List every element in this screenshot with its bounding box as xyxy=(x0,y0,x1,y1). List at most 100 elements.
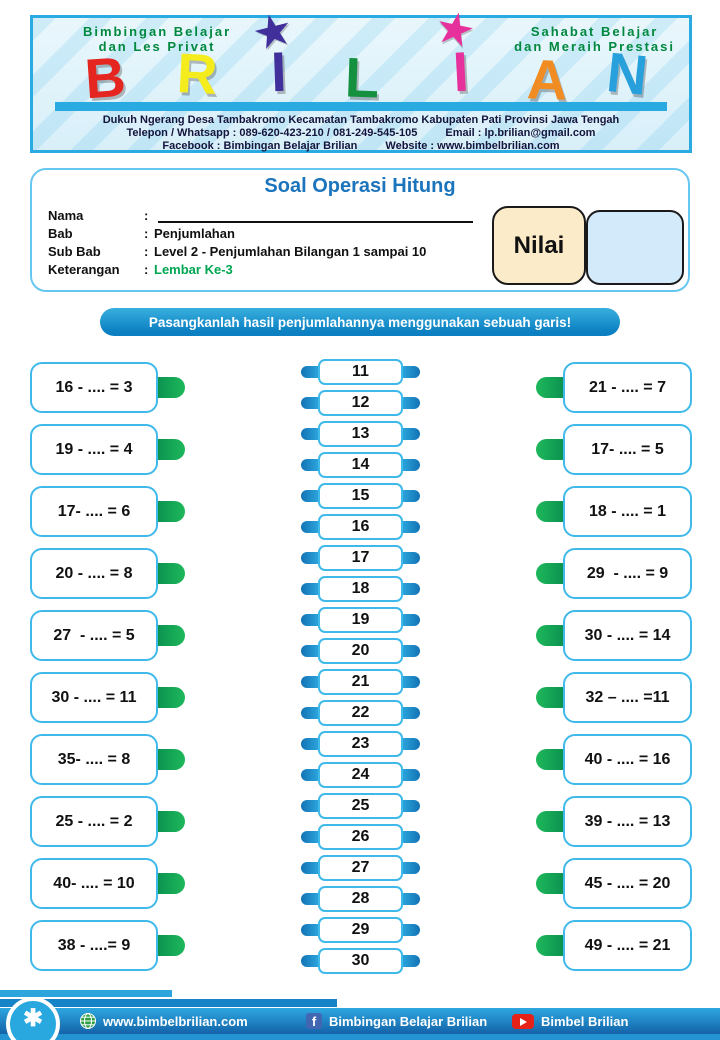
problem-box[interactable]: 35- .... = 8 xyxy=(30,734,158,785)
number-box[interactable]: 14 xyxy=(318,452,403,478)
problem-box[interactable]: 49 - .... = 21 xyxy=(563,920,692,971)
connector-pill[interactable] xyxy=(536,687,563,708)
problem-box[interactable]: 21 - .... = 7 xyxy=(563,362,692,413)
connector-pill[interactable] xyxy=(301,521,318,533)
connector-pill[interactable] xyxy=(301,707,318,719)
number-box[interactable]: 20 xyxy=(318,638,403,664)
connector-pill[interactable] xyxy=(536,935,563,956)
problem-box[interactable]: 30 - .... = 14 xyxy=(563,610,692,661)
connector-pill[interactable] xyxy=(403,862,420,874)
footer-youtube-link[interactable]: Bimbel Brilian xyxy=(512,1008,628,1034)
connector-pill[interactable] xyxy=(301,800,318,812)
number-box[interactable]: 11 xyxy=(318,359,403,385)
problem-box[interactable]: 25 - .... = 2 xyxy=(30,796,158,847)
number-box[interactable]: 15 xyxy=(318,483,403,509)
connector-pill[interactable] xyxy=(301,955,318,967)
problem-box[interactable]: 38 - ....= 9 xyxy=(30,920,158,971)
number-box[interactable]: 16 xyxy=(318,514,403,540)
connector-pill[interactable] xyxy=(403,552,420,564)
number-box[interactable]: 21 xyxy=(318,669,403,695)
number-box[interactable]: 24 xyxy=(318,762,403,788)
connector-pill[interactable] xyxy=(158,439,185,460)
number-box[interactable]: 26 xyxy=(318,824,403,850)
connector-pill[interactable] xyxy=(301,552,318,564)
connector-pill[interactable] xyxy=(403,428,420,440)
problem-box[interactable]: 17- .... = 5 xyxy=(563,424,692,475)
connector-pill[interactable] xyxy=(158,687,185,708)
connector-pill[interactable] xyxy=(301,428,318,440)
connector-pill[interactable] xyxy=(158,749,185,770)
number-box[interactable]: 30 xyxy=(318,948,403,974)
number-box[interactable]: 17 xyxy=(318,545,403,571)
connector-pill[interactable] xyxy=(158,625,185,646)
problem-box[interactable]: 39 - .... = 13 xyxy=(563,796,692,847)
connector-pill[interactable] xyxy=(158,377,185,398)
connector-pill[interactable] xyxy=(301,397,318,409)
connector-pill[interactable] xyxy=(536,873,563,894)
connector-pill[interactable] xyxy=(403,769,420,781)
number-box[interactable]: 19 xyxy=(318,607,403,633)
connector-pill[interactable] xyxy=(301,490,318,502)
number-box[interactable]: 18 xyxy=(318,576,403,602)
connector-pill[interactable] xyxy=(301,459,318,471)
footer-facebook-link[interactable]: f Bimbingan Belajar Brilian xyxy=(306,1008,487,1034)
problem-box[interactable]: 40- .... = 10 xyxy=(30,858,158,909)
number-box[interactable]: 12 xyxy=(318,390,403,416)
connector-pill[interactable] xyxy=(301,366,318,378)
number-box[interactable]: 27 xyxy=(318,855,403,881)
problem-box[interactable]: 40 - .... = 16 xyxy=(563,734,692,785)
connector-pill[interactable] xyxy=(536,439,563,460)
connector-pill[interactable] xyxy=(403,645,420,657)
problem-box[interactable]: 17- .... = 6 xyxy=(30,486,158,537)
problem-box[interactable]: 18 - .... = 1 xyxy=(563,486,692,537)
connector-pill[interactable] xyxy=(301,645,318,657)
connector-pill[interactable] xyxy=(403,397,420,409)
connector-pill[interactable] xyxy=(536,811,563,832)
problem-box[interactable]: 19 - .... = 4 xyxy=(30,424,158,475)
connector-pill[interactable] xyxy=(403,738,420,750)
connector-pill[interactable] xyxy=(301,831,318,843)
connector-pill[interactable] xyxy=(403,831,420,843)
connector-pill[interactable] xyxy=(158,811,185,832)
connector-pill[interactable] xyxy=(301,769,318,781)
connector-pill[interactable] xyxy=(403,924,420,936)
connector-pill[interactable] xyxy=(536,749,563,770)
connector-pill[interactable] xyxy=(301,583,318,595)
connector-pill[interactable] xyxy=(403,583,420,595)
connector-pill[interactable] xyxy=(158,873,185,894)
number-box[interactable]: 28 xyxy=(318,886,403,912)
problem-box[interactable]: 20 - .... = 8 xyxy=(30,548,158,599)
number-box[interactable]: 25 xyxy=(318,793,403,819)
connector-pill[interactable] xyxy=(403,614,420,626)
connector-pill[interactable] xyxy=(536,625,563,646)
connector-pill[interactable] xyxy=(536,501,563,522)
connector-pill[interactable] xyxy=(403,366,420,378)
connector-pill[interactable] xyxy=(403,676,420,688)
connector-pill[interactable] xyxy=(403,459,420,471)
problem-box[interactable]: 27 - .... = 5 xyxy=(30,610,158,661)
connector-pill[interactable] xyxy=(158,501,185,522)
score-entry-box[interactable] xyxy=(586,210,684,285)
connector-pill[interactable] xyxy=(403,490,420,502)
problem-box[interactable]: 45 - .... = 20 xyxy=(563,858,692,909)
connector-pill[interactable] xyxy=(403,893,420,905)
connector-pill[interactable] xyxy=(403,800,420,812)
connector-pill[interactable] xyxy=(403,521,420,533)
problem-box[interactable]: 16 - .... = 3 xyxy=(30,362,158,413)
connector-pill[interactable] xyxy=(301,893,318,905)
connector-pill[interactable] xyxy=(536,377,563,398)
connector-pill[interactable] xyxy=(301,924,318,936)
number-box[interactable]: 13 xyxy=(318,421,403,447)
connector-pill[interactable] xyxy=(301,738,318,750)
connector-pill[interactable] xyxy=(403,707,420,719)
number-box[interactable]: 22 xyxy=(318,700,403,726)
number-box[interactable]: 23 xyxy=(318,731,403,757)
connector-pill[interactable] xyxy=(301,614,318,626)
connector-pill[interactable] xyxy=(403,955,420,967)
footer-website-link[interactable]: www.bimbelbrilian.com xyxy=(80,1008,248,1034)
problem-box[interactable]: 30 - .... = 11 xyxy=(30,672,158,723)
connector-pill[interactable] xyxy=(301,862,318,874)
problem-box[interactable]: 32 – .... =11 xyxy=(563,672,692,723)
connector-pill[interactable] xyxy=(536,563,563,584)
connector-pill[interactable] xyxy=(158,563,185,584)
